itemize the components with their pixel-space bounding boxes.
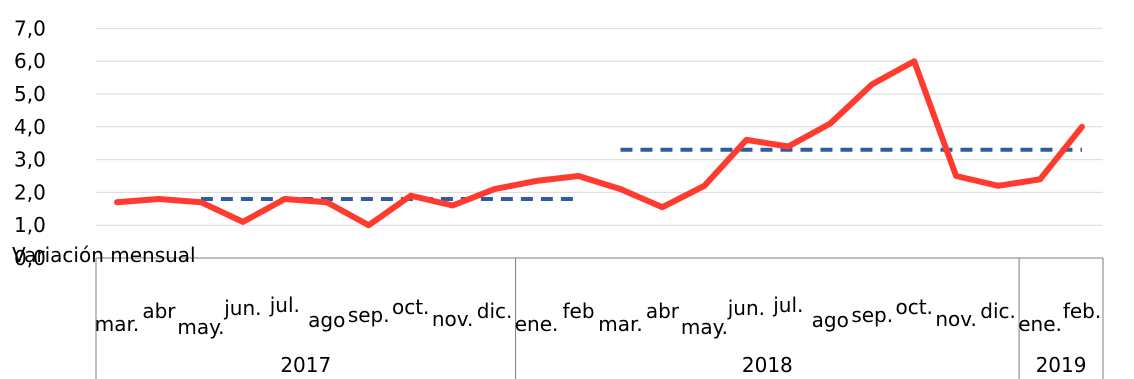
y-tick-label: 0,0 xyxy=(14,246,46,270)
month-label: oct. xyxy=(392,295,429,319)
y-axis-title: Variación mensual xyxy=(12,243,196,267)
month-label: may. xyxy=(177,315,224,339)
month-label: mar. xyxy=(95,312,139,336)
month-label: nov. xyxy=(935,307,977,331)
monthly-variation-line xyxy=(114,58,1085,229)
month-label: mar. xyxy=(598,312,642,336)
month-label: nov. xyxy=(432,307,474,331)
month-label: ene. xyxy=(515,312,559,336)
series-lines xyxy=(114,58,1085,229)
month-label: abr xyxy=(646,299,680,323)
month-label: jul. xyxy=(269,293,300,317)
month-label: ene. xyxy=(1018,312,1062,336)
gridlines xyxy=(96,27,1103,226)
month-label: jul. xyxy=(772,293,803,317)
year-label: 2017 xyxy=(280,353,331,377)
y-tick-label: 4,0 xyxy=(14,115,46,139)
month-label: oct. xyxy=(895,295,932,319)
month-label: sep. xyxy=(851,303,893,327)
month-label: dic. xyxy=(477,299,513,323)
y-tick-label: 7,0 xyxy=(14,16,46,40)
month-label: ago xyxy=(812,308,849,332)
category-axis xyxy=(95,257,1104,379)
month-label: feb xyxy=(562,299,594,323)
y-tick-label: 6,0 xyxy=(14,49,46,73)
month-label: feb. xyxy=(1063,299,1101,323)
year-label: 2019 xyxy=(1036,353,1087,377)
month-label: may. xyxy=(681,315,728,339)
year-labels: 2017 2018 2019 xyxy=(280,353,1086,377)
month-label: abr xyxy=(142,299,176,323)
y-tick-label: 2,0 xyxy=(14,180,46,204)
month-label: jun. xyxy=(727,296,765,320)
month-label: sep. xyxy=(348,303,390,327)
month-label: jun. xyxy=(223,296,261,320)
month-label: ago xyxy=(308,308,345,332)
month-label: dic. xyxy=(980,299,1016,323)
year-label: 2018 xyxy=(742,353,793,377)
y-axis-tick-labels: 0,0 1,0 2,0 3,0 4,0 5,0 6,0 7,0 xyxy=(14,16,46,270)
y-tick-label: 1,0 xyxy=(14,213,46,237)
y-tick-label: 3,0 xyxy=(14,148,46,172)
y-tick-label: 5,0 xyxy=(14,82,46,106)
